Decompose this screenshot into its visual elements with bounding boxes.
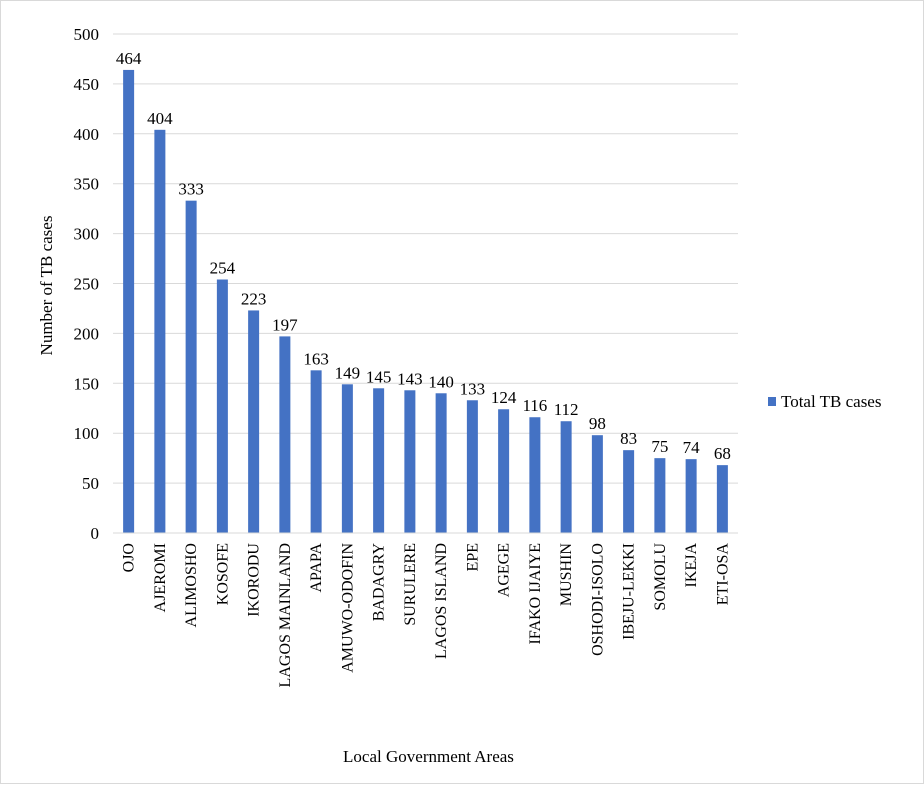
data-label: 133 bbox=[460, 379, 486, 398]
category-label: MUSHIN bbox=[558, 543, 575, 607]
data-label: 404 bbox=[147, 109, 173, 128]
bar bbox=[123, 69, 135, 533]
category-label: OJO bbox=[121, 543, 138, 572]
category-label: AJEROMI bbox=[152, 543, 169, 612]
category-label: LAGOS MAINLAND bbox=[277, 543, 294, 687]
bar bbox=[248, 310, 260, 533]
bar bbox=[154, 129, 166, 534]
data-label: 98 bbox=[589, 414, 606, 433]
y-axis-title: Number of TB cases bbox=[37, 216, 56, 356]
category-label: AMUWO-ODOFIN bbox=[339, 543, 356, 673]
data-label: 163 bbox=[303, 349, 329, 368]
category-label: BADAGRY bbox=[371, 543, 388, 622]
data-label: 223 bbox=[241, 289, 267, 308]
bar bbox=[529, 417, 541, 533]
category-label: SOMOLU bbox=[652, 543, 669, 611]
bar bbox=[685, 459, 697, 533]
category-label: SURULERE bbox=[402, 543, 419, 626]
bar bbox=[560, 421, 572, 533]
gridlines bbox=[113, 33, 738, 484]
bar bbox=[623, 450, 635, 533]
data-label: 197 bbox=[272, 315, 298, 334]
data-label: 68 bbox=[714, 444, 731, 463]
category-label: LAGOS ISLAND bbox=[433, 543, 450, 659]
y-tick-label: 300 bbox=[74, 225, 100, 244]
y-tick-label: 400 bbox=[74, 125, 100, 144]
y-tick-label: 100 bbox=[74, 424, 100, 443]
bar bbox=[341, 384, 353, 533]
bar bbox=[498, 409, 510, 533]
y-axis-ticks: 0 50 100 150 200 250 300 350 400 450 500 bbox=[74, 25, 100, 543]
category-label: ALIMOSHO bbox=[183, 543, 200, 627]
category-label: ETI-OSA bbox=[714, 543, 731, 606]
data-label: 464 bbox=[116, 49, 142, 68]
legend-swatch bbox=[768, 397, 776, 406]
data-label: 112 bbox=[554, 400, 579, 419]
data-label: 124 bbox=[491, 388, 517, 407]
data-label: 75 bbox=[651, 437, 668, 456]
category-label: APAPA bbox=[308, 543, 325, 593]
data-label: 333 bbox=[178, 180, 204, 199]
data-label: 145 bbox=[366, 367, 392, 386]
bar bbox=[466, 400, 478, 533]
category-label: OSHODI-ISOLO bbox=[589, 543, 606, 656]
y-tick-label: 0 bbox=[91, 524, 100, 543]
category-label: IBEJU-LEKKI bbox=[621, 543, 638, 640]
data-labels: 464 404 333 254 223 197 163 149 145 143 140 133 124 1… bbox=[116, 49, 731, 463]
data-label: 140 bbox=[428, 372, 454, 391]
bar bbox=[435, 393, 447, 533]
bar bbox=[216, 279, 228, 533]
data-label: 116 bbox=[522, 396, 547, 415]
legend: Total TB cases bbox=[768, 392, 881, 411]
bar bbox=[373, 388, 385, 533]
x-axis-title: Local Government Areas bbox=[343, 747, 514, 766]
bar bbox=[310, 370, 322, 533]
data-label: 143 bbox=[397, 369, 423, 388]
category-label: KOSOFE bbox=[214, 543, 231, 605]
category-label: IKEJA bbox=[683, 543, 700, 588]
bar bbox=[716, 465, 728, 533]
y-tick-label: 50 bbox=[82, 474, 99, 493]
category-label: IKORODU bbox=[246, 543, 263, 617]
data-label: 74 bbox=[683, 438, 701, 457]
bar bbox=[404, 390, 416, 533]
x-axis-categories: OJO AJEROMI ALIMOSHO KOSOFE IKORODU LAGOS MAI… bbox=[121, 543, 732, 688]
y-tick-label: 150 bbox=[74, 374, 100, 393]
data-label: 254 bbox=[210, 259, 236, 278]
y-tick-label: 200 bbox=[74, 324, 100, 343]
y-tick-label: 450 bbox=[74, 75, 100, 94]
bar bbox=[654, 458, 666, 533]
category-label: EPE bbox=[464, 543, 481, 571]
bars bbox=[123, 69, 728, 534]
y-tick-label: 500 bbox=[74, 25, 100, 44]
data-label: 149 bbox=[335, 363, 361, 382]
category-label: IFAKO IJAIYE bbox=[527, 543, 544, 644]
y-tick-label: 350 bbox=[74, 175, 100, 194]
y-tick-label: 250 bbox=[74, 275, 100, 294]
bar bbox=[591, 435, 603, 533]
legend-label: Total TB cases bbox=[781, 392, 881, 411]
bar bbox=[279, 336, 291, 533]
category-label: AGEGE bbox=[496, 543, 513, 597]
bar bbox=[185, 200, 197, 533]
data-label: 83 bbox=[620, 429, 637, 448]
